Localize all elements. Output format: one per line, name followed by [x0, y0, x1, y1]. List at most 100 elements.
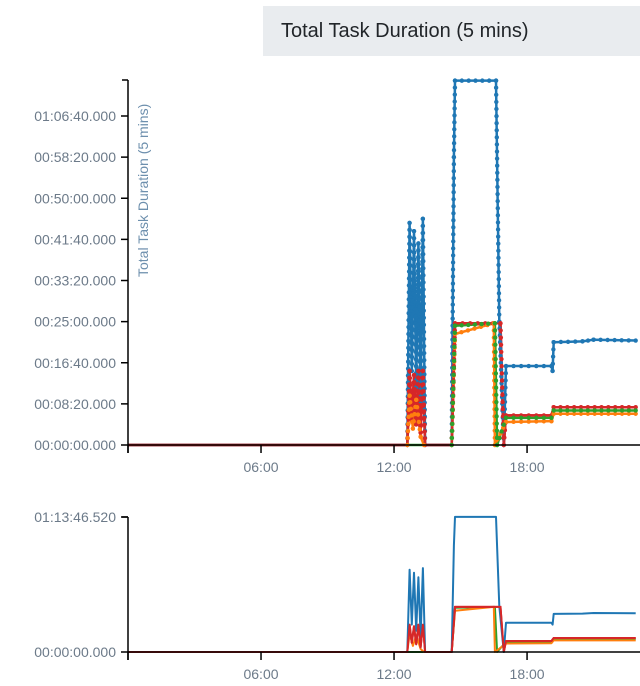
data-point — [407, 241, 413, 247]
series-line-blue[interactable] — [128, 79, 636, 447]
data-point — [526, 419, 531, 424]
data-point — [558, 339, 564, 345]
data-point — [500, 392, 505, 398]
data-point — [408, 400, 413, 405]
data-point — [558, 411, 563, 416]
data-point — [534, 363, 539, 369]
data-point — [422, 436, 428, 441]
data-point — [499, 349, 504, 355]
data-point — [496, 298, 502, 303]
data-point — [459, 78, 465, 83]
data-point — [450, 253, 456, 258]
data-point — [492, 328, 498, 333]
y-tick-label: 00:41:40.000 — [34, 231, 116, 247]
data-point — [578, 411, 584, 416]
data-point — [451, 239, 456, 244]
data-point — [585, 411, 591, 416]
data-point — [451, 168, 456, 174]
data-point — [416, 375, 421, 381]
data-point — [407, 393, 412, 398]
y-tick-label: 00:00:00.000 — [34, 644, 116, 660]
data-point — [412, 411, 417, 417]
data-point — [494, 149, 500, 154]
data-point — [494, 428, 500, 433]
data-point — [450, 274, 456, 279]
data-point — [421, 259, 426, 264]
data-point — [452, 106, 457, 111]
y-tick-label: 00:08:20.000 — [34, 396, 116, 412]
data-point — [503, 363, 509, 369]
data-point — [494, 128, 499, 133]
data-point — [502, 435, 507, 440]
data-point — [407, 382, 413, 388]
data-point — [412, 292, 418, 298]
data-point — [495, 191, 500, 197]
data-point — [416, 382, 422, 387]
data-point — [422, 415, 427, 421]
data-point — [571, 404, 577, 410]
data-point — [451, 386, 456, 392]
data-point — [417, 427, 422, 432]
data-point — [496, 305, 502, 310]
data-point — [412, 379, 417, 385]
data-point — [412, 257, 417, 262]
data-point — [592, 404, 597, 410]
data-point — [420, 368, 426, 374]
y-axis-title: Total Task Duration (5 mins) — [135, 104, 151, 277]
data-point — [420, 244, 426, 250]
data-point — [619, 408, 625, 413]
data-point — [451, 147, 457, 153]
data-point — [493, 356, 498, 362]
data-point — [451, 225, 456, 230]
data-point — [494, 135, 500, 140]
data-point — [422, 365, 427, 370]
data-point — [497, 312, 502, 317]
data-point — [541, 363, 547, 369]
data-point — [493, 385, 499, 390]
data-point — [496, 283, 502, 289]
series-line-red-top[interactable] — [128, 605, 636, 653]
data-point — [421, 382, 426, 387]
data-point — [493, 342, 498, 347]
data-point — [452, 344, 457, 349]
series-line-blue[interactable] — [128, 515, 636, 653]
data-point — [518, 419, 524, 424]
data-point — [612, 404, 618, 410]
overview-brush-chart[interactable]: 00:00:00.000 01:13:46.520 06:00 12:00 18:00 — [34, 509, 640, 682]
data-point — [494, 406, 499, 412]
data-point — [450, 288, 456, 293]
data-point — [494, 106, 499, 112]
data-point — [495, 220, 501, 225]
chart-title: Total Task Duration (5 mins) — [281, 19, 529, 42]
data-point — [612, 337, 617, 343]
data-point — [571, 411, 577, 416]
data-point — [551, 339, 556, 345]
data-point — [416, 248, 421, 253]
data-point — [534, 419, 539, 424]
data-point — [565, 339, 571, 344]
x-tick-label: 12:00 — [377, 666, 412, 682]
data-point — [421, 402, 427, 407]
data-point — [496, 248, 501, 253]
data-point — [592, 408, 597, 413]
data-point — [541, 419, 547, 424]
data-point — [459, 323, 464, 328]
data-point — [495, 177, 500, 183]
data-point — [498, 321, 503, 326]
data-point — [497, 436, 502, 441]
data-point — [407, 234, 412, 240]
data-point — [494, 421, 499, 426]
data-point — [518, 363, 524, 369]
data-point — [407, 375, 413, 381]
data-point — [421, 273, 426, 278]
data-point — [633, 404, 638, 410]
data-point — [626, 411, 632, 416]
data-point — [421, 388, 426, 394]
data-point — [494, 92, 499, 98]
data-point — [408, 406, 414, 412]
data-point — [501, 422, 506, 427]
data-point — [498, 328, 503, 333]
main-chart[interactable]: 00:00:00.000 00:08:20.000 00:16:40.000 00:2… — [34, 78, 640, 475]
data-point — [452, 323, 458, 328]
